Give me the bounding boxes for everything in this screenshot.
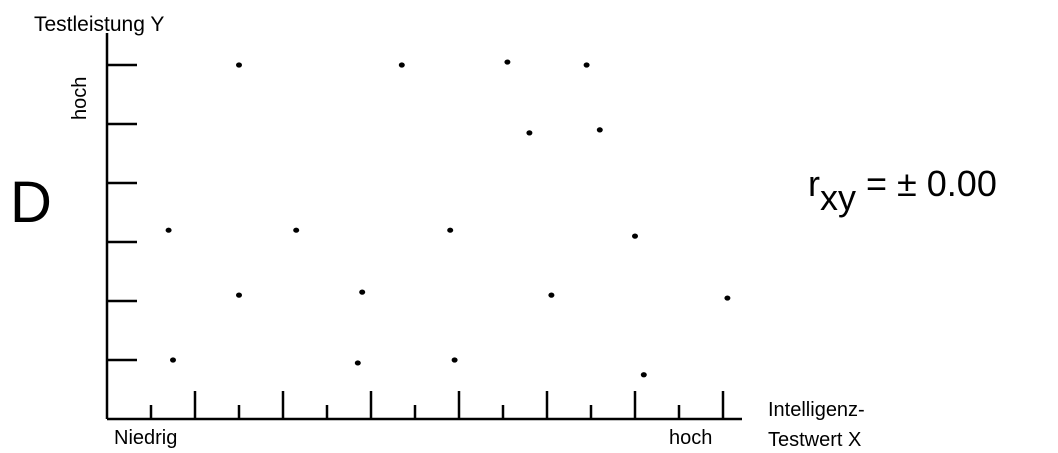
data-point xyxy=(583,62,590,68)
data-point xyxy=(359,289,366,295)
data-point xyxy=(236,292,242,298)
data-point xyxy=(640,372,647,378)
data-points xyxy=(165,59,731,378)
coefficient-subscript: xy xyxy=(820,177,856,218)
correlation-coefficient: rxy = ± 0.00 xyxy=(808,163,997,216)
data-point xyxy=(451,357,458,363)
data-point xyxy=(447,227,454,233)
axis-ticks xyxy=(107,63,725,419)
x-axis-high-label: hoch xyxy=(669,427,713,449)
data-point xyxy=(236,62,242,68)
coefficient-symbol: r xyxy=(808,163,820,204)
data-point xyxy=(293,227,300,233)
data-point xyxy=(165,227,172,233)
x-axis-low-label: Niedrig xyxy=(114,427,178,449)
x-axis-title-line-1: Intelligenz- xyxy=(768,399,865,421)
data-point xyxy=(170,357,176,363)
x-axis-title-line-2: Testwert X xyxy=(768,429,862,451)
data-point xyxy=(354,360,361,366)
data-point xyxy=(632,233,638,239)
panel-label: D xyxy=(10,170,52,235)
y-axis-high-label: hoch xyxy=(69,76,91,120)
data-point xyxy=(398,62,405,68)
y-axis-title: Testleistung Y xyxy=(34,13,165,36)
data-point xyxy=(548,292,555,298)
data-point xyxy=(526,130,533,136)
data-point xyxy=(724,295,731,301)
data-point xyxy=(504,59,511,65)
coefficient-value: = ± 0.00 xyxy=(856,163,997,204)
data-point xyxy=(596,127,603,133)
